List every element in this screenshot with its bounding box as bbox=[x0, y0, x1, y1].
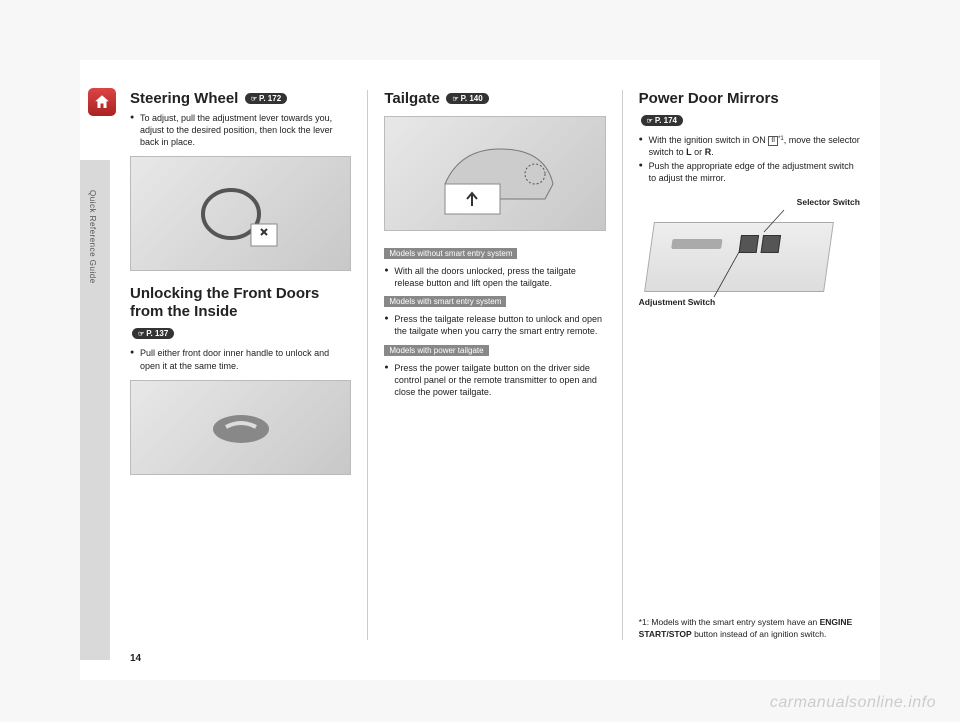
variant-block: Models with smart entry system Press the… bbox=[384, 291, 605, 337]
page-ref-badge[interactable]: P. 172 bbox=[245, 93, 287, 104]
text-fragment: . bbox=[711, 147, 714, 157]
tailgate-section: Tailgate P. 140 Models without smart ent… bbox=[384, 90, 605, 398]
model-tag: Models without smart entry system bbox=[384, 248, 517, 259]
adjustment-switch-graphic bbox=[738, 235, 759, 253]
house-icon bbox=[93, 93, 111, 111]
variant-bullet: With all the doors unlocked, press the t… bbox=[384, 265, 605, 289]
variant-block: Models without smart entry system With a… bbox=[384, 243, 605, 289]
side-section-label: Quick Reference Guide bbox=[88, 190, 97, 284]
text-fragment: With the ignition switch in ON bbox=[649, 135, 769, 145]
tailgate-title: Tailgate bbox=[384, 90, 440, 107]
content-columns: Steering Wheel P. 172 To adjust, pull th… bbox=[130, 90, 860, 640]
page-ref-badge[interactable]: P. 137 bbox=[132, 328, 174, 339]
power-mirrors-title: Power Door Mirrors bbox=[639, 90, 779, 107]
variant-bullet: Press the tailgate release button to unl… bbox=[384, 313, 605, 337]
column-divider bbox=[622, 90, 623, 640]
steering-wheel-bullet: To adjust, pull the adjustment lever tow… bbox=[130, 112, 351, 148]
callout-line bbox=[709, 252, 749, 302]
ignition-position-icon: II bbox=[768, 136, 778, 146]
mirror-bullet-1: With the ignition switch in ON II*1, mov… bbox=[639, 134, 860, 158]
text-fragment: or bbox=[692, 147, 705, 157]
adjustment-switch-label: Adjustment Switch bbox=[639, 297, 716, 307]
column-1: Steering Wheel P. 172 To adjust, pull th… bbox=[130, 90, 351, 640]
steering-wheel-section: Steering Wheel P. 172 To adjust, pull th… bbox=[130, 90, 351, 271]
model-tag: Models with smart entry system bbox=[384, 296, 506, 307]
tailgate-image bbox=[384, 116, 605, 231]
callout-line bbox=[754, 207, 794, 237]
watermark-text: carmanualsonline.info bbox=[770, 694, 936, 712]
manual-page: Quick Reference Guide Steering Wheel P. … bbox=[80, 60, 880, 680]
page-number: 14 bbox=[130, 653, 141, 664]
unlocking-doors-bullet: Pull either front door inner handle to u… bbox=[130, 347, 351, 371]
door-handle-image bbox=[130, 380, 351, 475]
column-2: Tailgate P. 140 Models without smart ent… bbox=[384, 90, 605, 640]
text-fragment: button instead of an ignition switch. bbox=[692, 629, 827, 639]
mirror-bullet-2: Push the appropriate edge of the adjustm… bbox=[639, 160, 860, 184]
page-ref-badge[interactable]: P. 140 bbox=[446, 93, 488, 104]
selector-switch-label: Selector Switch bbox=[797, 197, 860, 207]
footnote-text: *1: Models with the smart entry system h… bbox=[639, 617, 856, 640]
steering-wheel-image bbox=[130, 156, 351, 271]
selector-switch-graphic bbox=[760, 235, 781, 253]
text-fragment: *1: Models with the smart entry system h… bbox=[639, 617, 820, 627]
variant-block: Models with power tailgate Press the pow… bbox=[384, 340, 605, 398]
variant-bullet: Press the power tailgate button on the d… bbox=[384, 362, 605, 398]
column-3: Power Door Mirrors P. 174 With the ignit… bbox=[639, 90, 860, 640]
power-mirrors-section: Power Door Mirrors P. 174 With the ignit… bbox=[639, 90, 860, 327]
page-ref-badge[interactable]: P. 174 bbox=[641, 115, 683, 126]
steering-wheel-title: Steering Wheel bbox=[130, 90, 238, 107]
window-switch-graphic bbox=[671, 239, 722, 249]
home-icon[interactable] bbox=[88, 88, 116, 116]
column-divider bbox=[367, 90, 368, 640]
unlocking-doors-title: Unlocking the Front Doors from the Insid… bbox=[130, 285, 319, 320]
model-tag: Models with power tailgate bbox=[384, 345, 488, 356]
mirror-switch-diagram: Selector Switch Adjustment Switch bbox=[639, 197, 860, 327]
unlocking-doors-section: Unlocking the Front Doors from the Insid… bbox=[130, 285, 351, 474]
